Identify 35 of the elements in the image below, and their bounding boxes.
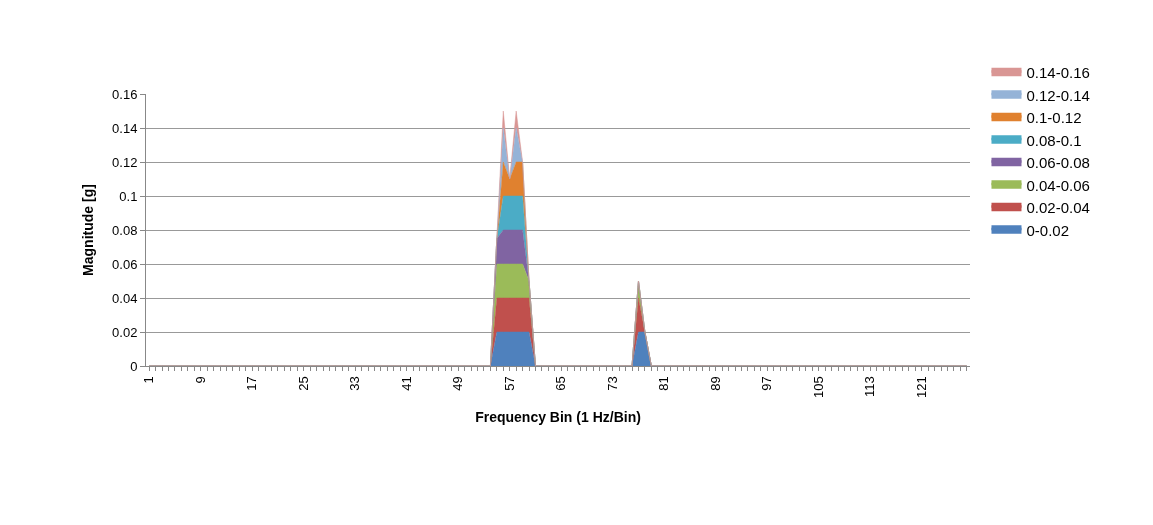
legend-label: 0.1-0.12 — [1026, 109, 1082, 127]
x-tick-label: 73 — [604, 376, 620, 391]
x-tick-label: 41 — [398, 376, 414, 391]
y-tick-label: 0.16 — [112, 86, 138, 102]
x-tick-label: 89 — [707, 376, 723, 391]
x-tick-label: 113 — [862, 376, 878, 397]
y-tick-label: 0.04 — [112, 290, 138, 306]
x-tick-label: 1 — [141, 376, 157, 384]
y-tick-label: 0.08 — [112, 222, 138, 238]
y-tick-label: 0.02 — [112, 324, 138, 340]
x-axis-title: Frequency Bin (1 Hz/Bin) — [475, 409, 641, 426]
x-tick-label: 17 — [244, 376, 260, 391]
x-tick-label: 33 — [347, 376, 363, 391]
y-axis-title: Magnitude [g] — [79, 184, 96, 276]
y-tick-label: 0.12 — [112, 154, 138, 170]
x-tick-label: 105 — [810, 376, 826, 398]
x-tick-label: 25 — [295, 376, 311, 391]
y-tick-label: 0 — [130, 358, 138, 374]
legend-label: 0.14-0.16 — [1026, 64, 1090, 82]
x-tick-label: 81 — [656, 376, 672, 391]
legend-label: 0.02-0.04 — [1026, 199, 1090, 217]
legend-label: 0.12-0.14 — [1026, 86, 1090, 104]
y-tick-label: 0.1 — [119, 188, 138, 204]
y-tick-label: 0.06 — [112, 256, 138, 272]
legend-label: 0.06-0.08 — [1026, 154, 1090, 172]
legend-label: 0.08-0.1 — [1026, 131, 1082, 149]
legend-label: 0-0.02 — [1026, 221, 1070, 239]
x-tick-label: 57 — [501, 376, 517, 391]
x-tick-label: 97 — [759, 376, 775, 391]
x-tick-label: 49 — [450, 376, 466, 391]
legend-label: 0.04-0.06 — [1026, 176, 1090, 194]
x-tick-label: 65 — [553, 376, 569, 391]
x-tick-label: 121 — [913, 376, 929, 398]
x-tick-label: 9 — [192, 376, 208, 384]
y-tick-label: 0.14 — [112, 120, 138, 136]
